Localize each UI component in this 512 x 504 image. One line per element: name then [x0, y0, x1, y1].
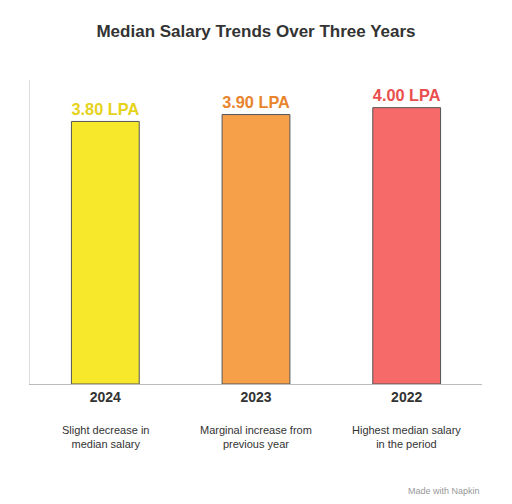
svg-text:Marginal increase fromprevious: Marginal increase fromprevious year — [200, 424, 312, 450]
svg-text:Slight decrease inmedian salar: Slight decrease inmedian salary — [62, 424, 149, 450]
svg-text:Median Salary Trends Over Thre: Median Salary Trends Over Three Years — [96, 22, 415, 41]
svg-text:2024: 2024 — [90, 389, 121, 405]
svg-text:2023: 2023 — [240, 389, 271, 405]
svg-text:Made with Napkin: Made with Napkin — [408, 486, 480, 496]
svg-text:3.80 LPA: 3.80 LPA — [71, 100, 139, 118]
svg-text:2022: 2022 — [391, 389, 422, 405]
svg-text:4.00 LPA: 4.00 LPA — [373, 86, 441, 104]
svg-text:3.90 LPA: 3.90 LPA — [222, 93, 290, 111]
svg-text:Highest median salaryin the pe: Highest median salaryin the period — [352, 424, 461, 450]
